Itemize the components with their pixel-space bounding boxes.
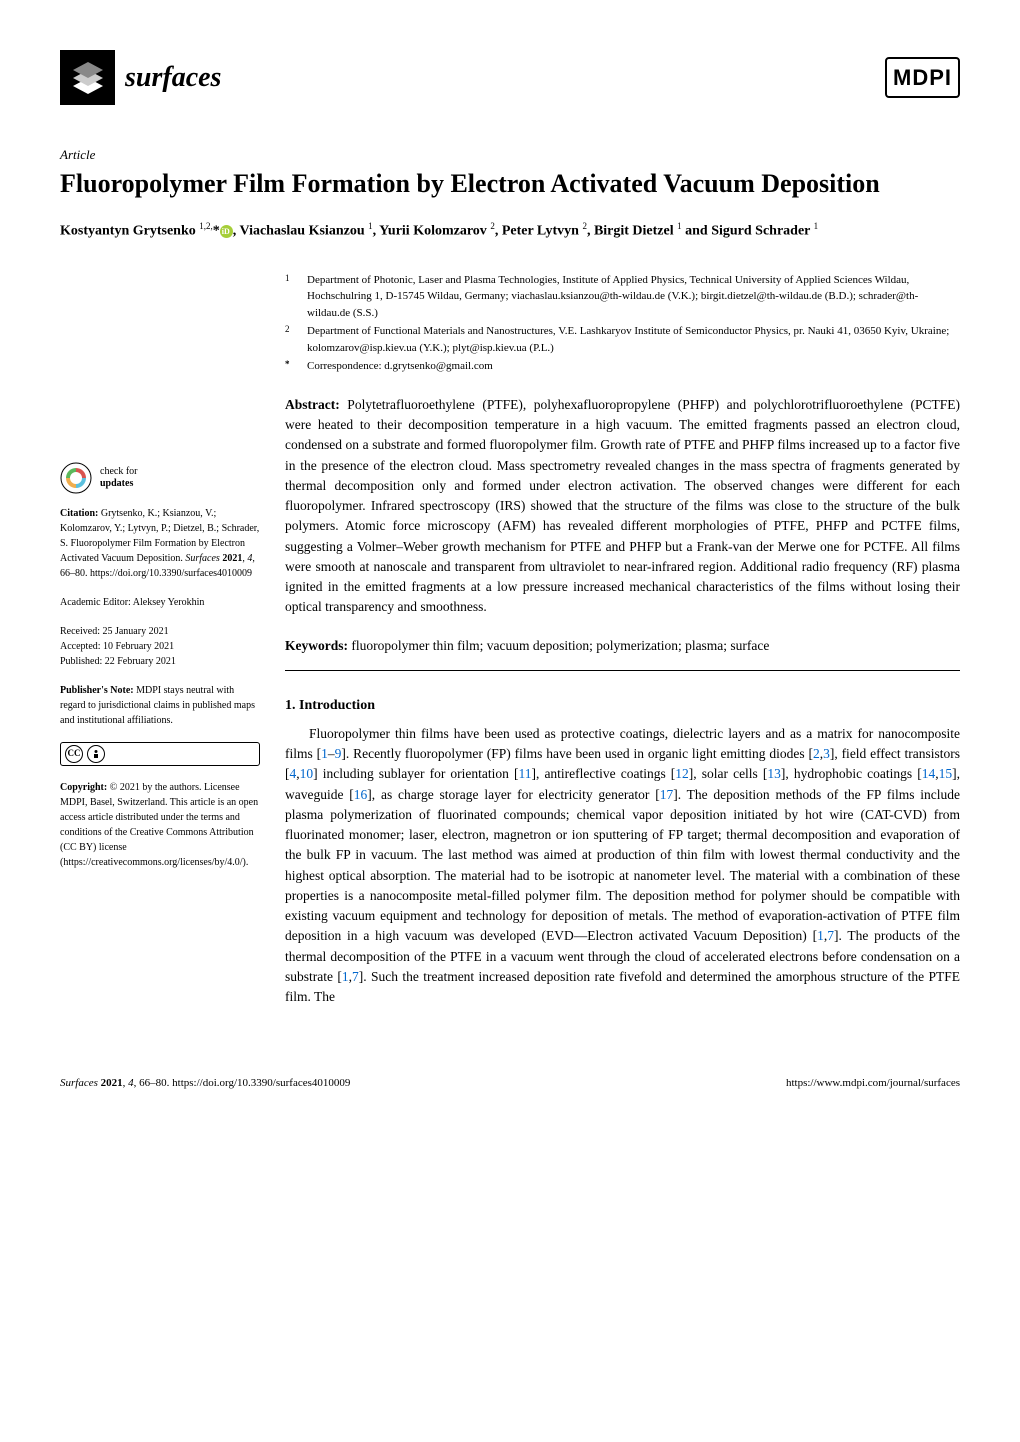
publishers-note: Publisher's Note: MDPI stays neutral wit… bbox=[60, 683, 260, 728]
keywords-label: Keywords: bbox=[285, 638, 348, 653]
divider bbox=[285, 670, 960, 671]
page-header: surfaces MDPI bbox=[60, 50, 960, 105]
layers-icon bbox=[68, 58, 108, 98]
main-grid: check for updates Citation: Grytsenko, K… bbox=[60, 272, 960, 1008]
page-footer: Surfaces 2021, 4, 66–80. https://doi.org… bbox=[60, 1067, 960, 1092]
affiliation-marker: 1 bbox=[285, 272, 295, 322]
affiliations: 1 Department of Photonic, Laser and Plas… bbox=[285, 272, 960, 375]
mdpi-logo: MDPI bbox=[885, 57, 960, 98]
accepted-date: Accepted: 10 February 2021 bbox=[60, 639, 260, 654]
abstract-label: Abstract: bbox=[285, 397, 340, 412]
abstract: Abstract: Polytetrafluoroethylene (PTFE)… bbox=[285, 395, 960, 618]
check-updates-line2: updates bbox=[100, 478, 137, 490]
affiliation-2: 2 Department of Functional Materials and… bbox=[285, 323, 960, 356]
dates-block: Received: 25 January 2021 Accepted: 10 F… bbox=[60, 624, 260, 669]
correspondence: * Correspondence: d.grytsenko@gmail.com bbox=[285, 358, 960, 375]
check-updates-line1: check for bbox=[100, 466, 137, 478]
cc-license-badge[interactable]: CC bbox=[60, 742, 260, 766]
orcid-icon[interactable] bbox=[220, 225, 233, 238]
article-type: Article bbox=[60, 145, 960, 165]
cc-icon: CC bbox=[65, 745, 83, 763]
authors-line: Kostyantyn Grytsenko 1,2,*, Viachaslau K… bbox=[60, 220, 960, 242]
affiliation-marker: 2 bbox=[285, 323, 295, 356]
by-icon bbox=[87, 745, 105, 763]
affiliation-1: 1 Department of Photonic, Laser and Plas… bbox=[285, 272, 960, 322]
sidebar: check for updates Citation: Grytsenko, K… bbox=[60, 272, 260, 1008]
editor-block: Academic Editor: Aleksey Yerokhin bbox=[60, 595, 260, 610]
article-title: Fluoropolymer Film Formation by Electron… bbox=[60, 167, 960, 201]
journal-name: surfaces bbox=[125, 57, 221, 99]
published-date: Published: 22 February 2021 bbox=[60, 654, 260, 669]
journal-logo: surfaces bbox=[60, 50, 221, 105]
check-updates-label: check for updates bbox=[100, 466, 137, 490]
citation-block: Citation: Grytsenko, K.; Ksianzou, V.; K… bbox=[60, 506, 260, 581]
check-updates-icon bbox=[60, 462, 92, 494]
keywords: Keywords: fluoropolymer thin film; vacuu… bbox=[285, 636, 960, 656]
main-content: 1 Department of Photonic, Laser and Plas… bbox=[285, 272, 960, 1008]
correspondence-marker: * bbox=[285, 358, 295, 375]
affiliation-text: Department of Photonic, Laser and Plasma… bbox=[307, 272, 960, 322]
affiliation-text: Department of Functional Materials and N… bbox=[307, 323, 960, 356]
check-for-updates[interactable]: check for updates bbox=[60, 462, 260, 494]
intro-paragraph: Fluoropolymer thin films have been used … bbox=[285, 724, 960, 1008]
footer-left: Surfaces 2021, 4, 66–80. https://doi.org… bbox=[60, 1075, 350, 1092]
copyright-block: Copyright: © 2021 by the authors. Licens… bbox=[60, 780, 260, 870]
section-heading: 1. Introduction bbox=[285, 695, 960, 716]
footer-right[interactable]: https://www.mdpi.com/journal/surfaces bbox=[786, 1075, 960, 1092]
abstract-text: Polytetrafluoroethylene (PTFE), polyhexa… bbox=[285, 397, 960, 615]
correspondence-text: Correspondence: d.grytsenko@gmail.com bbox=[307, 358, 493, 375]
keywords-text: fluoropolymer thin film; vacuum depositi… bbox=[348, 638, 769, 653]
surfaces-icon bbox=[60, 50, 115, 105]
received-date: Received: 25 January 2021 bbox=[60, 624, 260, 639]
